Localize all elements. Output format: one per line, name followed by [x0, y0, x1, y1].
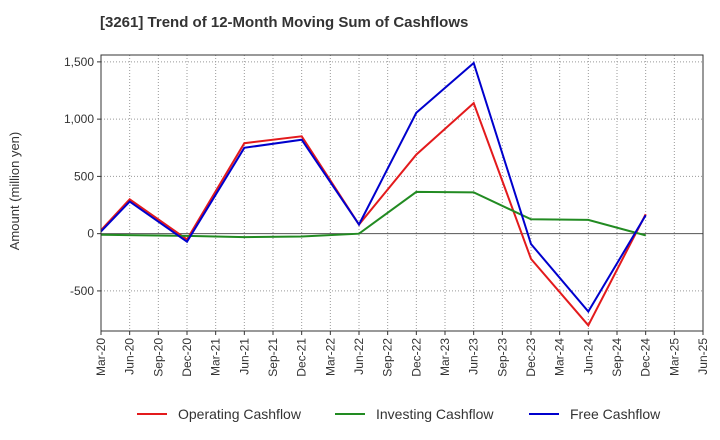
plot-frame [100, 54, 704, 332]
series-line-1 [100, 190, 646, 239]
x-tick-label: Mar-20 [94, 338, 108, 376]
x-tick-label: Sep-24 [610, 338, 624, 377]
x-tick-label: Dec-24 [639, 338, 653, 377]
x-tick-label: Jun-22 [352, 338, 366, 375]
legend-label-1: Investing Cashflow [376, 406, 494, 422]
y-tick-label: 0 [87, 227, 94, 241]
series-line-0 [100, 101, 647, 328]
ytick-layer: 1,500 1,000 500 0 -500 [64, 55, 101, 298]
x-tick-label: Jun-24 [581, 338, 595, 375]
xtick-layer: Mar-20 Jun-20 Sep-20 Dec-20 Mar-21 Jun-21 Sep-… [94, 331, 710, 377]
x-tick-label: Mar-24 [553, 338, 567, 376]
x-tick-label: Dec-22 [409, 338, 423, 377]
legend: Operating Cashflow Investing Cashflow Free… [137, 406, 661, 422]
x-tick-label: Mar-23 [438, 338, 452, 376]
grid-layer [100, 55, 704, 331]
x-tick-label: Mar-22 [323, 338, 337, 376]
x-tick-label: Mar-25 [667, 338, 681, 376]
x-tick-label: Jun-21 [237, 338, 251, 375]
x-tick-label: Sep-22 [381, 338, 395, 377]
y-tick-label: 1,000 [64, 112, 94, 126]
x-tick-label: Sep-20 [151, 338, 165, 377]
x-tick-label: Dec-20 [180, 338, 194, 377]
x-tick-label: Jun-20 [123, 338, 137, 375]
y-tick-label: 500 [74, 169, 94, 183]
y-axis-label: Amount (million yen) [7, 132, 22, 251]
y-tick-label: 1,500 [64, 55, 94, 69]
series-layer [100, 61, 647, 328]
x-tick-label: Dec-23 [524, 338, 538, 377]
chart-title: [3261] Trend of 12-Month Moving Sum of C… [100, 14, 469, 31]
y-tick-label: -500 [70, 284, 94, 298]
frame-layer [100, 54, 704, 332]
x-tick-label: Mar-21 [209, 338, 223, 376]
x-tick-label: Jun-25 [696, 338, 710, 375]
x-tick-label: Dec-21 [295, 338, 309, 377]
series-line-2 [100, 61, 647, 314]
legend-label-0: Operating Cashflow [178, 406, 302, 422]
x-tick-label: Sep-23 [495, 338, 509, 377]
x-tick-label: Jun-23 [467, 338, 481, 375]
x-tick-label: Sep-21 [266, 338, 280, 377]
legend-label-2: Free Cashflow [570, 406, 661, 422]
